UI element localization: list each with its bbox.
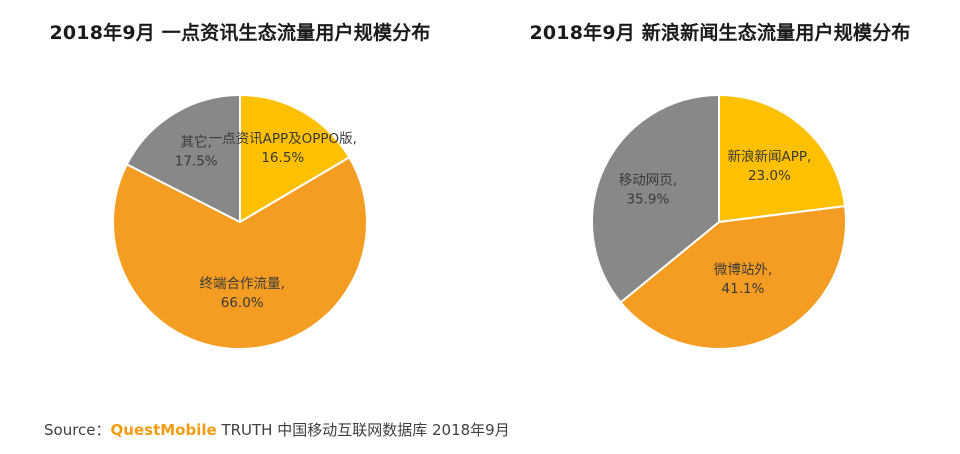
chart-right: 2018年9月 新浪新闻生态流量用户规模分布 新浪新闻APP, 23.0% 微博站外… (480, 0, 960, 410)
pie-label-1-1: 微博站外, (714, 261, 772, 278)
pie-slice-1-2 (591, 94, 720, 304)
pie-value-0-0: 16.5% (261, 150, 304, 166)
source-prefix: Source： (44, 421, 111, 439)
pie-value-1-0: 23.0% (748, 168, 791, 184)
pie-label-1-2: 移动网页, (619, 172, 677, 188)
source-note: Source：QuestMobile TRUTH 中国移动互联网数据库 2018… (44, 419, 510, 440)
pie-label-0-2: 其它, (181, 134, 212, 151)
pie-slice-0-0 (239, 94, 351, 223)
pie-label-0-1: 终端合作流量, (200, 276, 285, 292)
chart-left: 2018年9月 一点资讯生态流量用户规模分布 一点资讯APP及OPPO版, 16.… (0, 0, 480, 410)
pie-slice-1-0 (718, 94, 846, 223)
pie-value-1-2: 35.9% (626, 191, 669, 207)
pie-chart-right: 新浪新闻APP, 23.0% 微博站外, 41.1% 移动网页, 35.9% (591, 94, 847, 351)
pie-value-0-2: 17.5% (175, 154, 218, 170)
source-rest: TRUTH 中国移动互联网数据库 2018年9月 (216, 421, 510, 439)
chart-title-left: 2018年9月 一点资讯生态流量用户规模分布 (49, 22, 431, 44)
pie-chart-left: 一点资讯APP及OPPO版, 16.5% 终端合作流量, 66.0% 其它, 17.5% (112, 94, 368, 350)
pie-value-0-1: 66.0% (221, 295, 264, 311)
pie-value-1-1: 41.1% (722, 281, 765, 297)
source-brand: QuestMobile (110, 421, 217, 439)
pie-label-0-0: 一点资讯APP及OPPO版, (209, 131, 357, 147)
pie-slice-0-1 (112, 156, 368, 350)
pie-slice-1-1 (619, 205, 847, 351)
pie-slice-0-2 (125, 94, 241, 223)
chart-title-right: 2018年9月 新浪新闻生态流量用户规模分布 (529, 22, 911, 44)
pie-label-1-0: 新浪新闻APP, (727, 149, 811, 165)
